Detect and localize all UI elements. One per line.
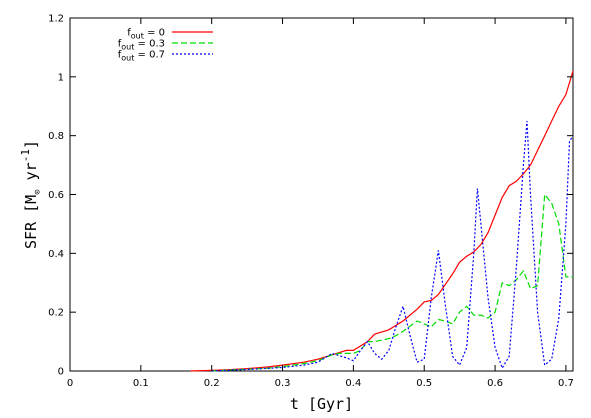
- legend-label-base: f: [118, 39, 122, 50]
- plot-frame: [69, 17, 574, 372]
- series-line-1: [190, 70, 574, 372]
- x-tick-label: 0.1: [133, 378, 149, 389]
- legend-label-3: fout = 0.7: [118, 50, 165, 63]
- y-axis-title: SFR [M⊙ yr-1]: [19, 140, 43, 249]
- series-layer: [190, 70, 574, 372]
- y-tick-label: 0.4: [48, 249, 64, 260]
- x-tick-label: 0.2: [204, 378, 220, 389]
- ticks-layer: 0 0.1 0.2 0.3 0.4 0.5 0.6 0.7 0 0.2 0.4 0.6 0.8 1 1.2: [48, 14, 574, 390]
- y-tick-label: 0.2: [48, 308, 64, 319]
- legend-label-1: fout = 0: [127, 28, 165, 41]
- legend-label-base: f: [127, 28, 131, 39]
- y-tick-label: 1.2: [48, 14, 64, 25]
- y-axis-title-close: ]: [22, 140, 40, 149]
- y-axis-title-yr: yr: [22, 162, 40, 180]
- y-axis-title-exponent: -1: [19, 149, 32, 162]
- legend-label-value: = 0.7: [134, 50, 165, 61]
- y-tick-label: 0.6: [48, 190, 64, 201]
- y-tick-label: 0.8: [48, 131, 64, 142]
- y-axis-title-space: [22, 180, 40, 189]
- y-axis-title-sun-subscript: ⊙: [33, 189, 43, 194]
- legend-label-2: fout = 0.3: [118, 39, 165, 52]
- x-tick-label: 0: [67, 378, 73, 389]
- series-line-2: [211, 192, 573, 372]
- legend-label-subscript: out: [121, 43, 134, 52]
- legend-label-subscript: out: [131, 32, 144, 41]
- legend-label-value: = 0: [144, 28, 165, 39]
- x-axis-title: t [Gyr]: [290, 395, 353, 413]
- legend-label-value: = 0.3: [134, 39, 165, 50]
- x-tick-label: 0.7: [558, 378, 574, 389]
- y-axis-title-main: SFR [M: [22, 195, 40, 249]
- y-tick-label: 0: [58, 367, 64, 378]
- series-line-3: [211, 120, 574, 372]
- x-tick-label: 0.5: [416, 378, 432, 389]
- y-tick-label: 1: [58, 72, 64, 83]
- legend-label-base: f: [118, 50, 122, 61]
- x-tick-label: 0.4: [345, 378, 361, 389]
- legend-label-subscript: out: [121, 54, 134, 63]
- x-tick-label: 0.3: [275, 378, 291, 389]
- x-tick-label: 0.6: [487, 378, 503, 389]
